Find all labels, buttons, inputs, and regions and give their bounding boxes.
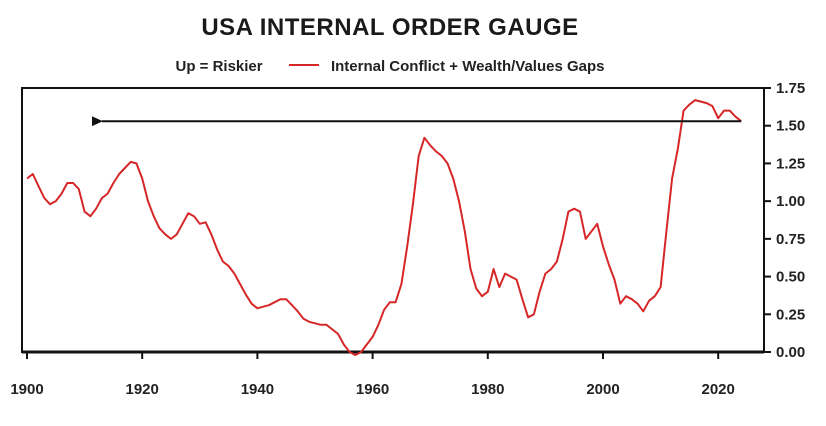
x-tick-label: 1960: [356, 381, 389, 398]
x-tick-label: 1900: [10, 381, 43, 398]
y-tick-label: 1.50: [776, 118, 805, 135]
x-tick-label: 1920: [126, 381, 159, 398]
legend: Up = Riskier Internal Conflict + Wealth/…: [0, 58, 780, 75]
y-axis-ticks: 0.00 0.25 0.50 0.75 1.00 1.25 1.50 1.75: [764, 80, 805, 361]
x-tick-label: 1940: [241, 381, 274, 398]
y-tick-label: 1.25: [776, 155, 805, 172]
y-tick-label: 1.00: [776, 193, 805, 210]
plot-frame: [21, 87, 765, 353]
legend-series-label: Internal Conflict + Wealth/Values Gaps: [330, 58, 605, 75]
y-tick-label: 0.00: [776, 344, 805, 361]
x-tick-label: 2000: [586, 381, 619, 398]
x-tick-label: 2020: [702, 381, 735, 398]
y-tick-label: 0.50: [776, 269, 805, 286]
legend-swatch-line-icon: [288, 64, 319, 67]
y-tick-label: 1.75: [776, 80, 805, 97]
series-line-internal-conflict: [26, 99, 742, 356]
x-axis-ticks: 1900 1920 1940 1960 1980 2000 2020: [10, 352, 735, 398]
chart-title: USA INTERNAL ORDER GAUGE: [201, 14, 579, 41]
y-tick-label: 0.75: [776, 231, 805, 248]
risk-note: Up = Riskier: [175, 58, 263, 75]
y-tick-label: 0.25: [776, 306, 805, 323]
x-tick-label: 1980: [471, 381, 504, 398]
